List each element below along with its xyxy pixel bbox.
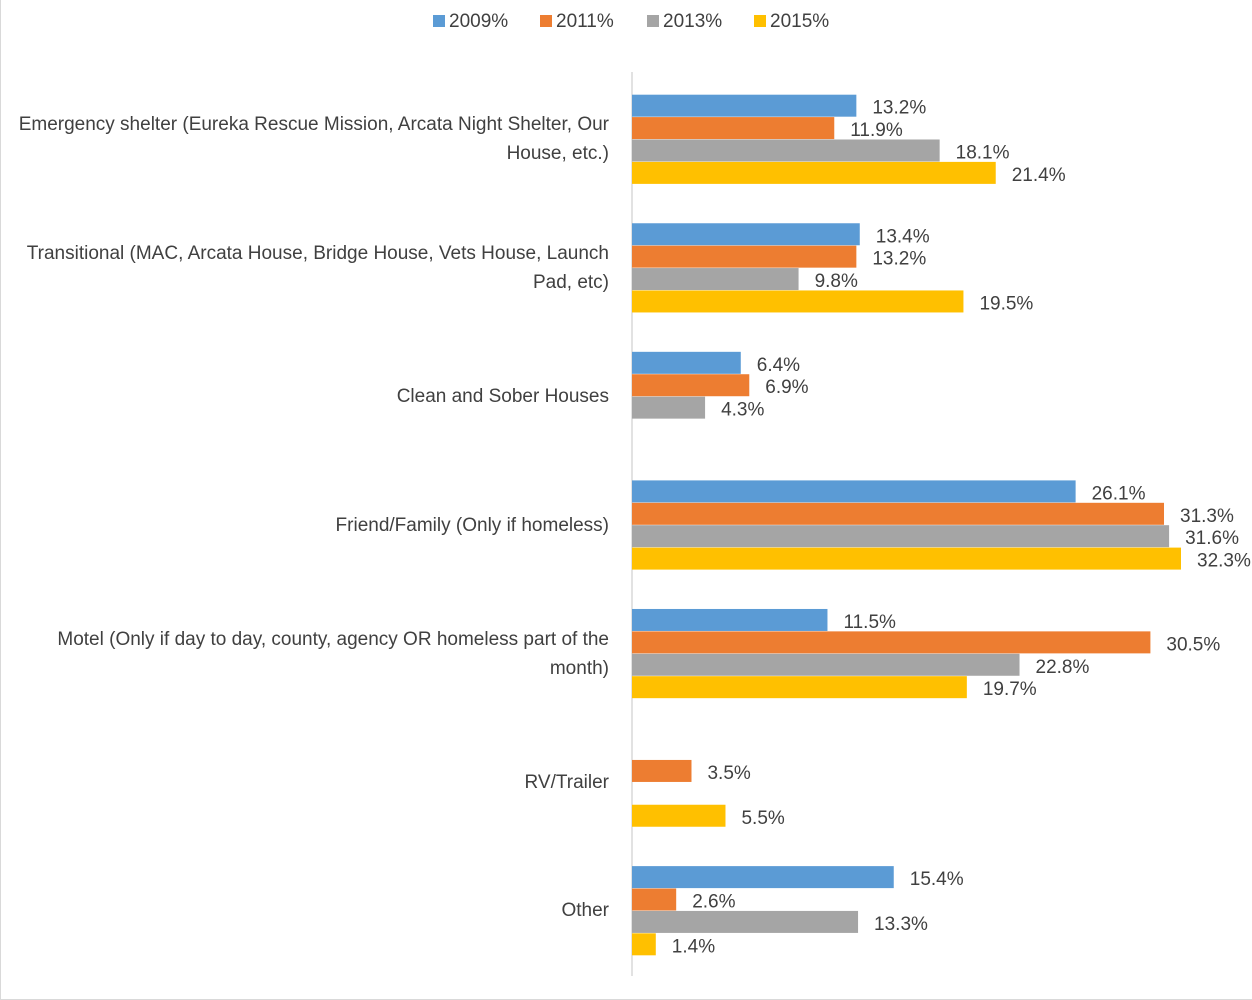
bar — [632, 676, 967, 699]
bar — [632, 910, 859, 933]
bar — [632, 866, 894, 889]
data-label: 13.4% — [876, 226, 930, 247]
bar — [632, 759, 692, 782]
bar — [632, 525, 1170, 548]
bar — [632, 374, 750, 397]
legend-swatch — [433, 15, 445, 27]
legend-swatch — [540, 15, 552, 27]
bar — [632, 631, 1151, 654]
bar — [632, 653, 1020, 676]
data-label: 6.4% — [757, 355, 800, 376]
bar — [632, 502, 1165, 525]
bar — [632, 245, 857, 268]
bar — [632, 351, 741, 374]
data-label: 19.5% — [979, 293, 1033, 314]
bar — [632, 117, 835, 140]
bar — [632, 888, 677, 911]
legend-label: 2013% — [663, 11, 722, 32]
bar — [632, 290, 964, 313]
data-label: 1.4% — [672, 936, 715, 957]
data-label: 30.5% — [1166, 634, 1220, 655]
data-label: 26.1% — [1092, 483, 1146, 504]
bar — [632, 268, 799, 291]
legend-swatch — [754, 15, 766, 27]
data-label: 18.1% — [956, 143, 1010, 164]
category-label: RV/Trailer — [524, 771, 609, 793]
bar — [632, 94, 857, 117]
bar — [632, 480, 1076, 503]
data-label: 19.7% — [983, 679, 1037, 700]
legend-label: 2011% — [556, 11, 614, 32]
legend-label: 2015% — [770, 11, 829, 32]
category-label: Clean and Sober Houses — [396, 385, 609, 407]
data-label: 13.2% — [872, 98, 926, 119]
data-label: 22.8% — [1036, 657, 1090, 678]
bar — [632, 547, 1181, 570]
data-label: 13.3% — [874, 914, 928, 935]
bar — [632, 396, 706, 419]
category-label: Friend/Family (Only if homeless) — [335, 514, 609, 536]
bar — [632, 933, 656, 956]
bar — [632, 223, 860, 246]
data-label: 21.4% — [1012, 165, 1066, 186]
legend-swatch — [647, 15, 659, 27]
bar — [632, 139, 940, 162]
bar — [632, 608, 828, 631]
data-label: 31.6% — [1185, 528, 1239, 549]
bar — [632, 804, 726, 827]
data-label: 15.4% — [910, 869, 964, 890]
category-label: Other — [561, 900, 609, 922]
data-label: 6.9% — [765, 377, 808, 398]
data-label: 13.2% — [872, 249, 926, 270]
legend-label: 2009% — [449, 11, 508, 32]
category-label: Transitional (MAC, Arcata House, Bridge … — [26, 242, 609, 293]
data-label: 31.3% — [1180, 506, 1234, 527]
bar — [632, 161, 996, 184]
data-label: 11.9% — [850, 120, 903, 141]
category-label: Emergency shelter (Eureka Rescue Mission… — [18, 114, 609, 165]
data-label: 9.8% — [815, 271, 858, 292]
data-label: 5.5% — [741, 808, 784, 829]
data-label: 32.3% — [1197, 551, 1251, 572]
data-label: 11.5% — [843, 612, 896, 633]
category-label: Motel (Only if day to day, county, agenc… — [57, 628, 609, 679]
data-label: 4.3% — [721, 400, 764, 421]
data-label: 3.5% — [707, 763, 750, 784]
data-label: 2.6% — [692, 892, 735, 913]
